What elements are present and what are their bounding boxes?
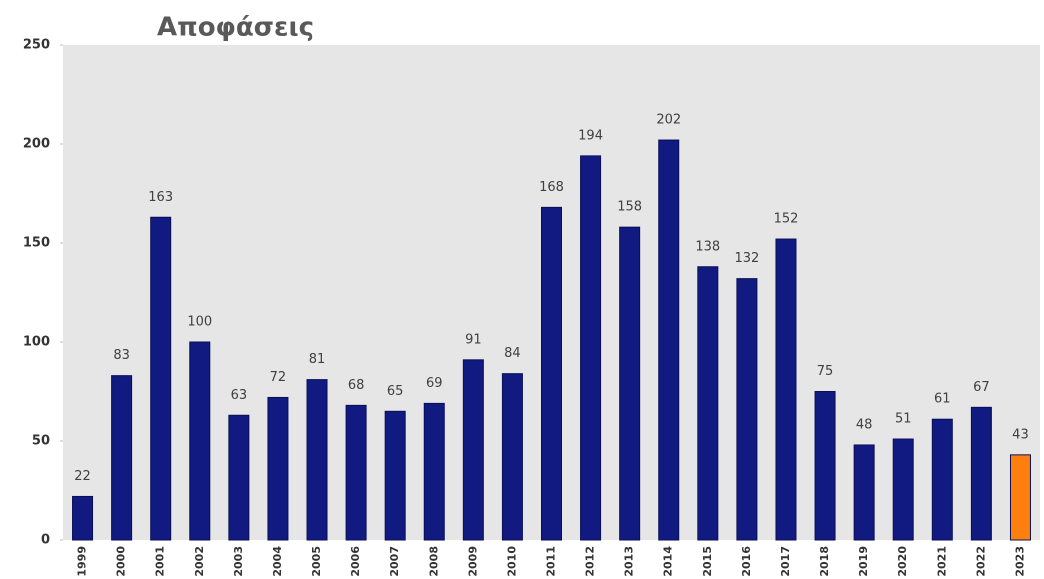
x-tick-label: 2012 [584,546,597,577]
data-label: 83 [113,348,130,363]
data-label: 194 [578,128,603,143]
bar [658,139,680,541]
bar [267,396,289,541]
data-label: 67 [973,380,990,395]
data-label: 61 [934,392,951,407]
data-label: 100 [187,315,212,330]
x-tick-label: 2000 [115,546,128,577]
data-label: 22 [74,469,91,484]
bar [501,373,523,541]
x-tick-label: 2023 [1013,546,1026,577]
y-tick-label: 150 [23,236,50,251]
bar [814,391,836,541]
bar [306,379,328,541]
bar [150,216,172,541]
data-label: 51 [895,412,912,427]
data-label: 68 [348,378,365,393]
bar [775,238,797,541]
x-tick-label: 2001 [154,546,167,577]
y-tick-label: 100 [23,335,50,350]
x-tick-label: 2016 [740,546,753,577]
data-label: 158 [617,200,642,215]
data-label: 72 [270,370,287,385]
x-tick-label: 2009 [466,546,479,577]
bar [931,418,953,541]
x-tick-label: 2004 [271,546,284,577]
x-tick-label: 2005 [310,546,323,577]
x-tick-label: 2006 [349,546,362,577]
data-label: 132 [734,251,759,266]
x-tick-label: 2019 [857,546,870,577]
data-label: 48 [856,417,873,432]
bar [541,206,562,541]
bar [1009,454,1031,541]
x-tick-label: 2017 [779,546,792,577]
data-label: 63 [231,388,248,403]
y-tick-label: 200 [23,137,50,152]
bar [580,155,602,541]
bar [345,404,367,541]
bar [111,375,133,541]
bar [423,402,445,541]
x-tick-label: 2013 [623,546,636,577]
x-tick-label: 1999 [76,546,89,577]
y-tick-label: 0 [41,533,50,548]
data-label: 168 [539,180,564,195]
bar [697,266,719,541]
bar [72,495,94,541]
x-tick-label: 2003 [232,546,245,577]
data-label: 138 [695,239,720,254]
chart-title: Αποφάσεις [157,13,314,43]
bar [736,278,758,541]
data-label: 69 [426,376,443,391]
x-tick-label: 2020 [896,546,909,577]
data-label: 91 [465,332,482,347]
y-tick-label: 250 [23,38,50,53]
x-tick-label: 2011 [545,546,558,577]
data-label: 202 [656,113,681,128]
bar [892,438,914,541]
data-label: 163 [148,190,173,205]
x-tick-label: 2015 [701,546,714,577]
x-tick-label: 2010 [505,546,518,577]
data-label: 43 [1012,427,1029,442]
data-label: 84 [504,346,521,361]
bar [384,410,406,541]
bar [189,341,211,541]
x-tick-label: 2021 [935,546,948,577]
bar [228,414,250,541]
bar [619,226,641,541]
data-label: 81 [309,352,326,367]
bar [462,359,484,541]
x-tick-label: 2007 [388,546,401,577]
bar [970,406,992,541]
y-tick-label: 50 [32,434,50,449]
x-tick-label: 2022 [974,546,987,577]
x-tick-label: 2014 [662,546,675,577]
x-tick-label: 2002 [193,546,206,577]
data-label: 65 [387,384,404,399]
data-label: 75 [817,364,834,379]
bar [853,444,875,541]
data-label: 152 [774,212,799,227]
x-tick-label: 2008 [427,546,440,577]
x-tick-label: 2018 [818,546,831,577]
